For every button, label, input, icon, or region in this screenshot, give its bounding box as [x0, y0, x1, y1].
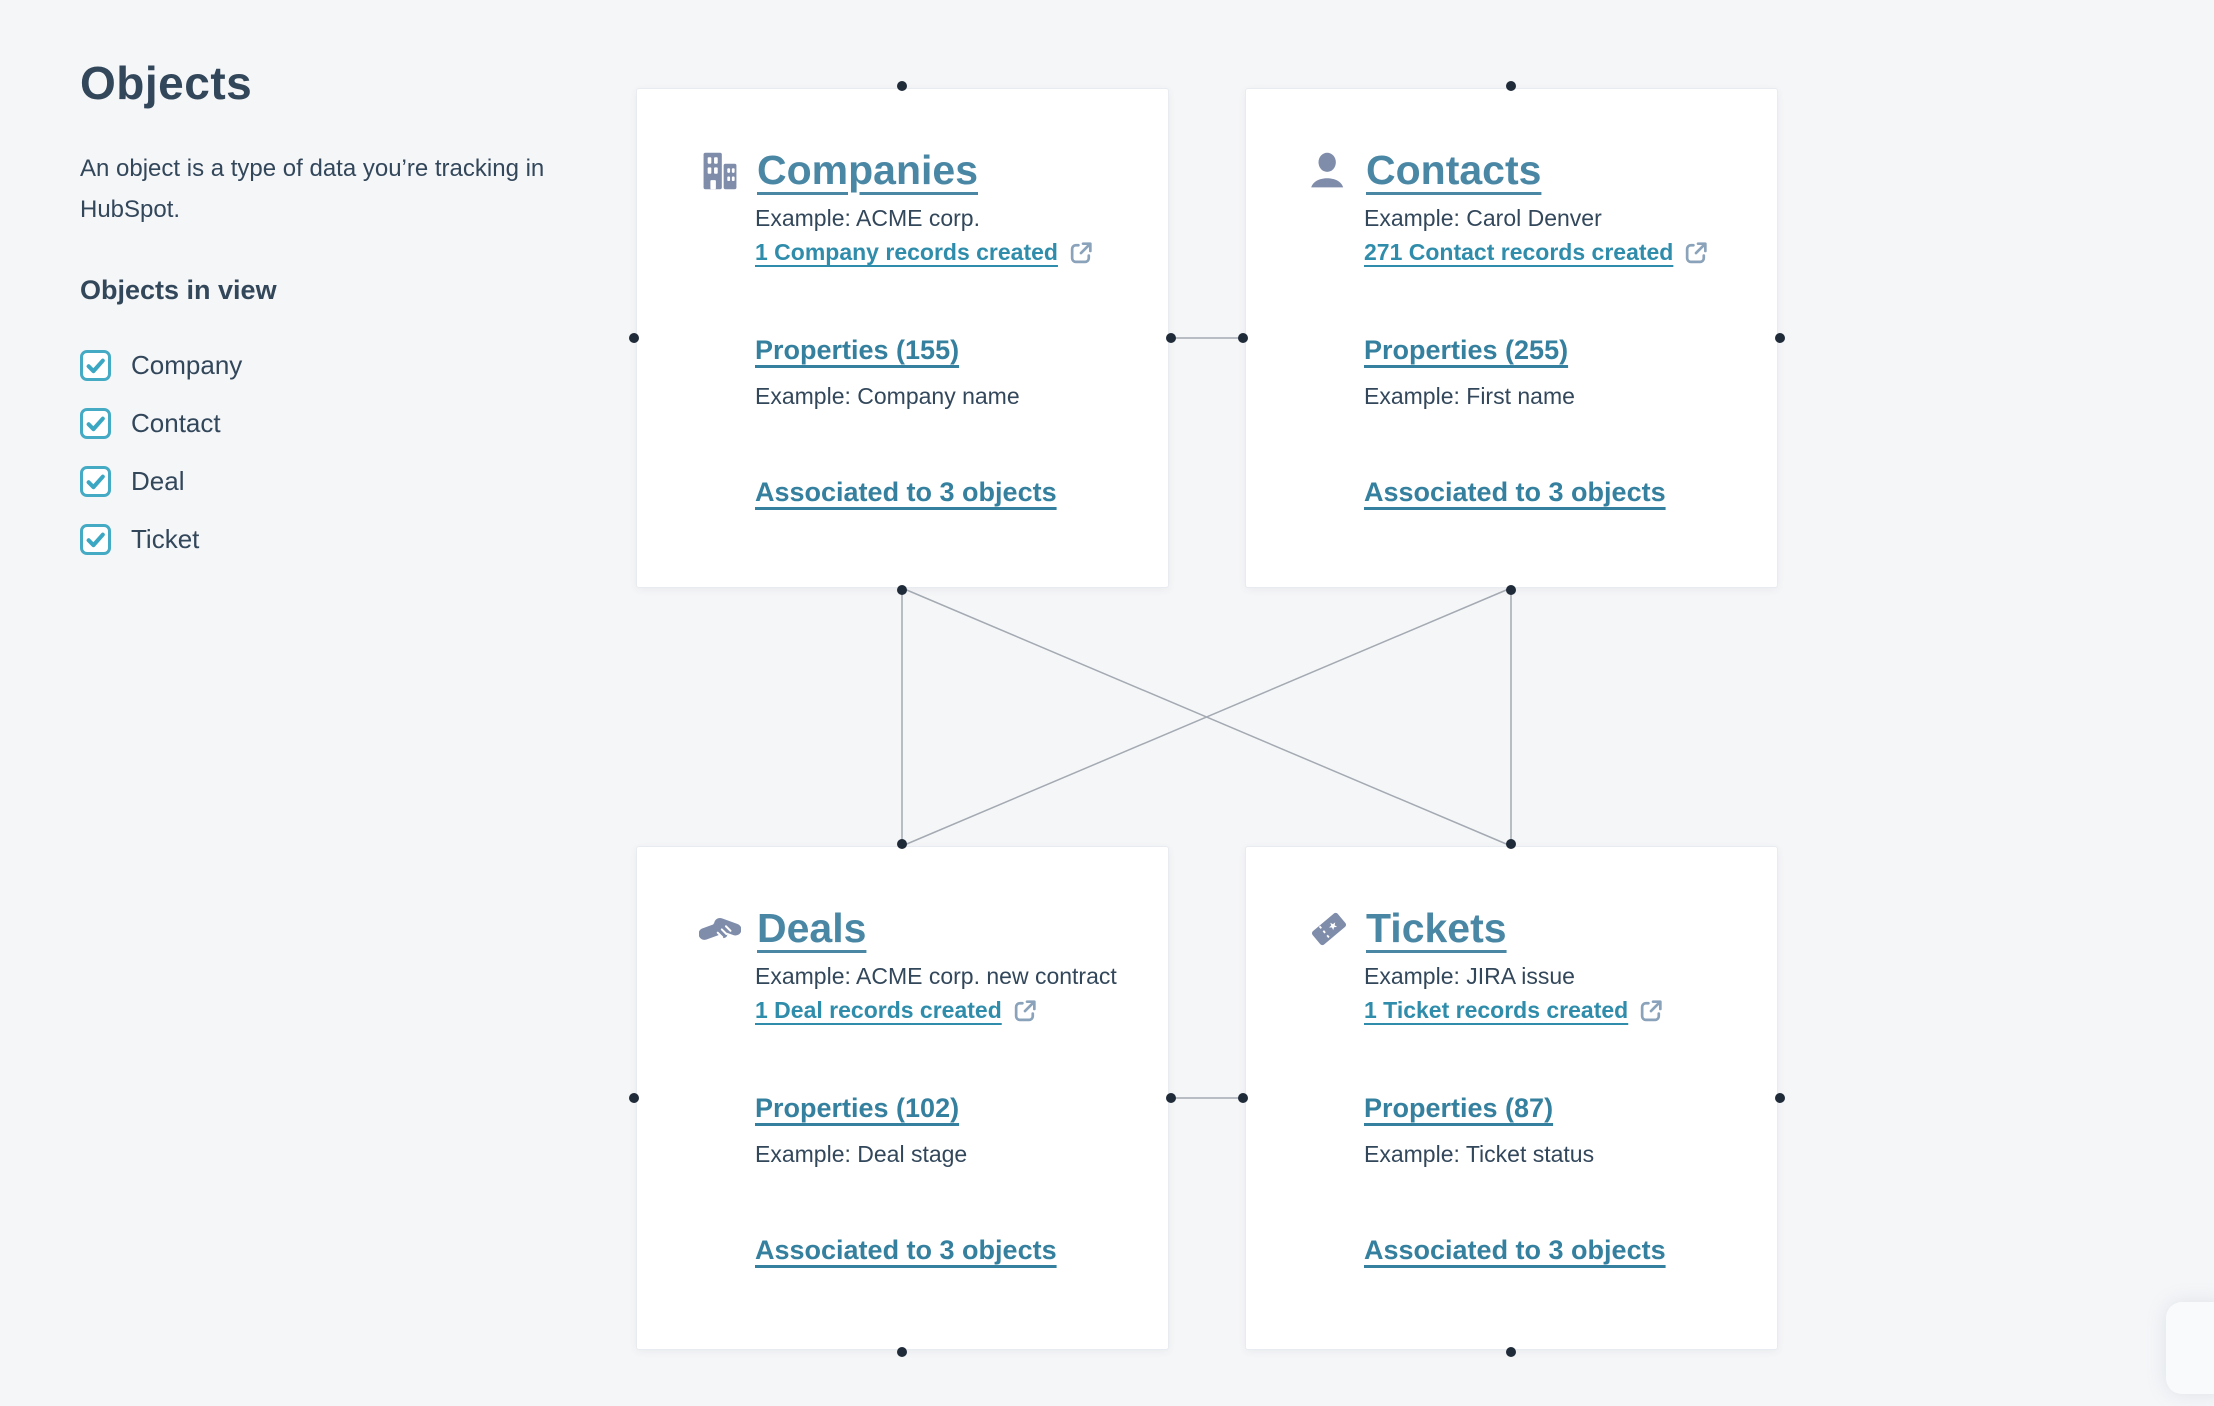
sidebar: Objects An object is a type of data you’…	[80, 56, 600, 582]
contacts-card-header: Contacts	[1308, 147, 1541, 194]
tickets-property-example: Example: Ticket status	[1364, 1141, 1595, 1167]
contact-checkbox[interactable]	[80, 407, 111, 439]
corner-widget[interactable]	[2166, 1302, 2214, 1394]
page-title: Objects	[80, 57, 253, 109]
contacts-record-example: Example: Carol Denver	[1364, 205, 1602, 231]
checkbox-row-deal[interactable]: Deal	[80, 465, 600, 497]
checkbox-label-ticket: Ticket	[131, 523, 200, 554]
objects-in-view-label: Objects in view	[80, 274, 277, 305]
tickets-card-header: Tickets	[1308, 905, 1507, 952]
contacts-deals-line	[901, 587, 1512, 847]
contacts-records-link[interactable]: 271 Contact records created	[1364, 239, 1674, 265]
deals-records-row: 1 Deal records created	[755, 997, 1039, 1024]
deals-properties-link[interactable]: Properties (102)	[755, 1093, 960, 1123]
deals-property-example: Example: Deal stage	[755, 1141, 968, 1167]
ticket-checkbox[interactable]	[80, 523, 111, 555]
external-link-icon	[1638, 997, 1665, 1024]
tickets-records-link[interactable]: 1 Ticket records created	[1364, 997, 1629, 1023]
checkmark-icon	[86, 474, 105, 489]
sidebar-description: An object is a type of data you’re track…	[80, 155, 545, 224]
companies-tickets-line	[901, 587, 1512, 847]
checkbox-label-contact: Contact	[131, 407, 221, 438]
checkmark-icon	[86, 416, 105, 431]
companies-property-example: Example: Company name	[755, 383, 1020, 409]
contacts-records-row: 271 Contact records created	[1364, 239, 1710, 266]
contacts-associated-link[interactable]: Associated to 3 objects	[1364, 477, 1666, 507]
buildings-icon	[699, 150, 741, 192]
companies-records-row: 1 Company records created	[755, 239, 1095, 266]
companies-card: Companies Example: ACME corp. 1 Company …	[636, 88, 1169, 588]
companies-title-link[interactable]: Companies	[757, 147, 978, 193]
checkbox-row-contact[interactable]: Contact	[80, 407, 600, 439]
contacts-title-link[interactable]: Contacts	[1366, 147, 1542, 193]
tickets-record-example: Example: JIRA issue	[1364, 963, 1575, 989]
deals-records-link[interactable]: 1 Deal records created	[755, 997, 1002, 1023]
checkbox-row-ticket[interactable]: Ticket	[80, 523, 600, 555]
external-link-icon	[1012, 997, 1039, 1024]
checkbox-row-company[interactable]: Company	[80, 349, 600, 381]
deals-card-header: Deals	[699, 905, 866, 952]
tickets-card: Tickets Example: JIRA issue 1 Ticket rec…	[1245, 846, 1778, 1350]
tickets-associated-link[interactable]: Associated to 3 objects	[1364, 1235, 1666, 1265]
deal-checkbox[interactable]	[80, 465, 111, 497]
tickets-title-link[interactable]: Tickets	[1366, 905, 1507, 951]
objects-checkbox-list: Company Contact Deal Ticket	[80, 349, 600, 555]
contacts-properties-link[interactable]: Properties (255)	[1364, 335, 1569, 365]
deals-card: Deals Example: ACME corp. new contract 1…	[636, 846, 1169, 1350]
company-checkbox[interactable]	[80, 349, 111, 381]
companies-properties-link[interactable]: Properties (155)	[755, 335, 960, 365]
deals-associated-link[interactable]: Associated to 3 objects	[755, 1235, 1057, 1265]
checkmark-icon	[86, 532, 105, 547]
deals-title-link[interactable]: Deals	[757, 905, 867, 951]
companies-records-link[interactable]: 1 Company records created	[755, 239, 1058, 265]
handshake-icon	[699, 908, 741, 950]
ticket-icon	[1308, 908, 1350, 950]
external-link-icon	[1068, 239, 1095, 266]
contacts-card: Contacts Example: Carol Denver 271 Conta…	[1245, 88, 1778, 588]
companies-card-header: Companies	[699, 147, 978, 194]
deals-record-example: Example: ACME corp. new contract	[755, 963, 1117, 989]
contacts-property-example: Example: First name	[1364, 383, 1575, 409]
companies-record-example: Example: ACME corp.	[755, 205, 980, 231]
companies-associated-link[interactable]: Associated to 3 objects	[755, 477, 1057, 507]
tickets-properties-link[interactable]: Properties (87)	[1364, 1093, 1554, 1123]
checkbox-label-company: Company	[131, 349, 243, 380]
person-icon	[1308, 150, 1350, 192]
tickets-records-row: 1 Ticket records created	[1364, 997, 1665, 1024]
checkbox-label-deal: Deal	[131, 465, 185, 496]
checkmark-icon	[86, 358, 105, 373]
external-link-icon	[1683, 239, 1710, 266]
